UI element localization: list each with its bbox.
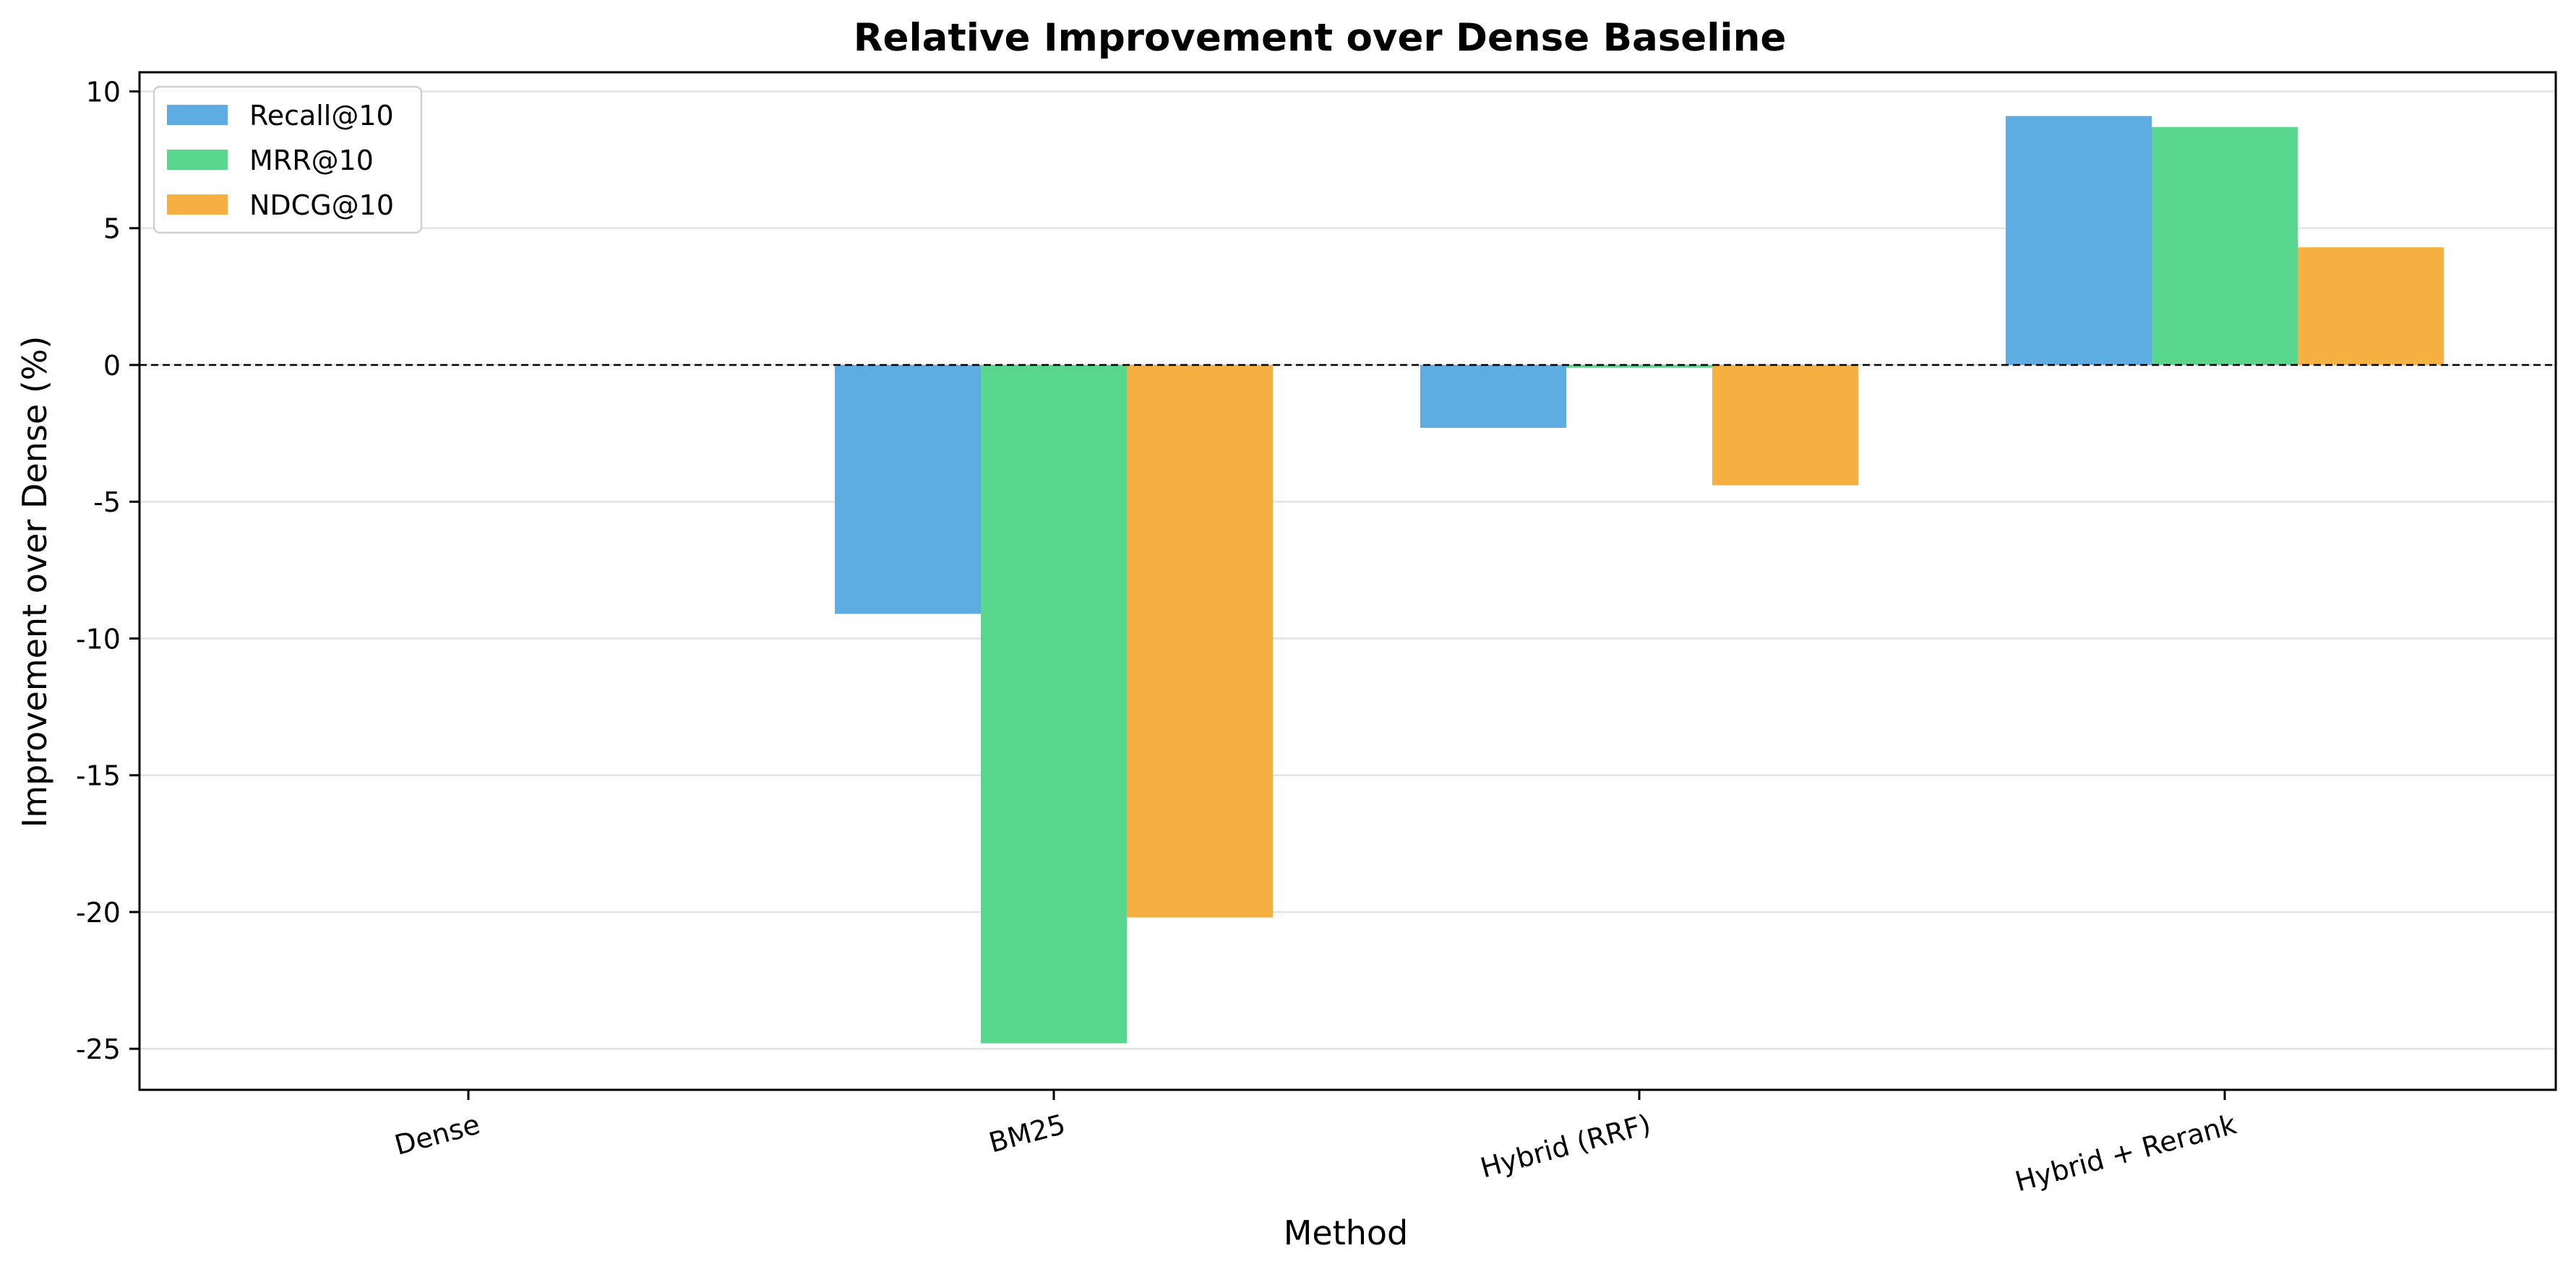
legend-swatch bbox=[167, 150, 228, 170]
legend-label: NDCG@10 bbox=[249, 189, 394, 221]
y-tick-label: -10 bbox=[76, 623, 121, 655]
chart-title: Relative Improvement over Dense Baseline bbox=[854, 16, 1787, 60]
x-axis-label: Method bbox=[1284, 1213, 1409, 1252]
x-tick-label: BM25 bbox=[986, 1108, 1069, 1158]
x-tick-label: Dense bbox=[391, 1108, 483, 1161]
bar-recall-10 bbox=[1420, 364, 1566, 429]
y-tick-label: -15 bbox=[76, 760, 121, 792]
plot-frame bbox=[138, 71, 2557, 1091]
legend-label: MRR@10 bbox=[249, 145, 374, 176]
y-tick-label: -20 bbox=[76, 897, 121, 929]
y-tick-label: 0 bbox=[103, 350, 121, 382]
y-axis-label: Improvement over Dense (%) bbox=[15, 336, 54, 828]
bar-ndcg-10 bbox=[1127, 364, 1273, 918]
bars bbox=[835, 116, 2444, 1044]
bar-mrr-10 bbox=[2152, 126, 2298, 365]
y-tick-label: -5 bbox=[93, 486, 121, 518]
bar-mrr-10 bbox=[1566, 364, 1712, 368]
legend-label: Recall@10 bbox=[249, 100, 394, 132]
y-tick-label: 10 bbox=[86, 76, 121, 108]
y-tick-label: -25 bbox=[76, 1033, 121, 1065]
bar-mrr-10 bbox=[981, 364, 1127, 1044]
bar-recall-10 bbox=[835, 364, 981, 614]
bar-recall-10 bbox=[2006, 116, 2152, 365]
legend-swatch bbox=[167, 105, 228, 125]
legend: Recall@10 MRR@10 NDCG@10 bbox=[153, 85, 423, 234]
legend-swatch bbox=[167, 194, 228, 215]
x-tick-label: Hybrid + Rerank bbox=[2012, 1108, 2239, 1198]
y-tick-label: 5 bbox=[103, 213, 121, 245]
x-tick-label: Hybrid (RRF) bbox=[1477, 1108, 1654, 1184]
bar-ndcg-10 bbox=[2298, 247, 2444, 365]
bar-ndcg-10 bbox=[1712, 364, 1858, 486]
